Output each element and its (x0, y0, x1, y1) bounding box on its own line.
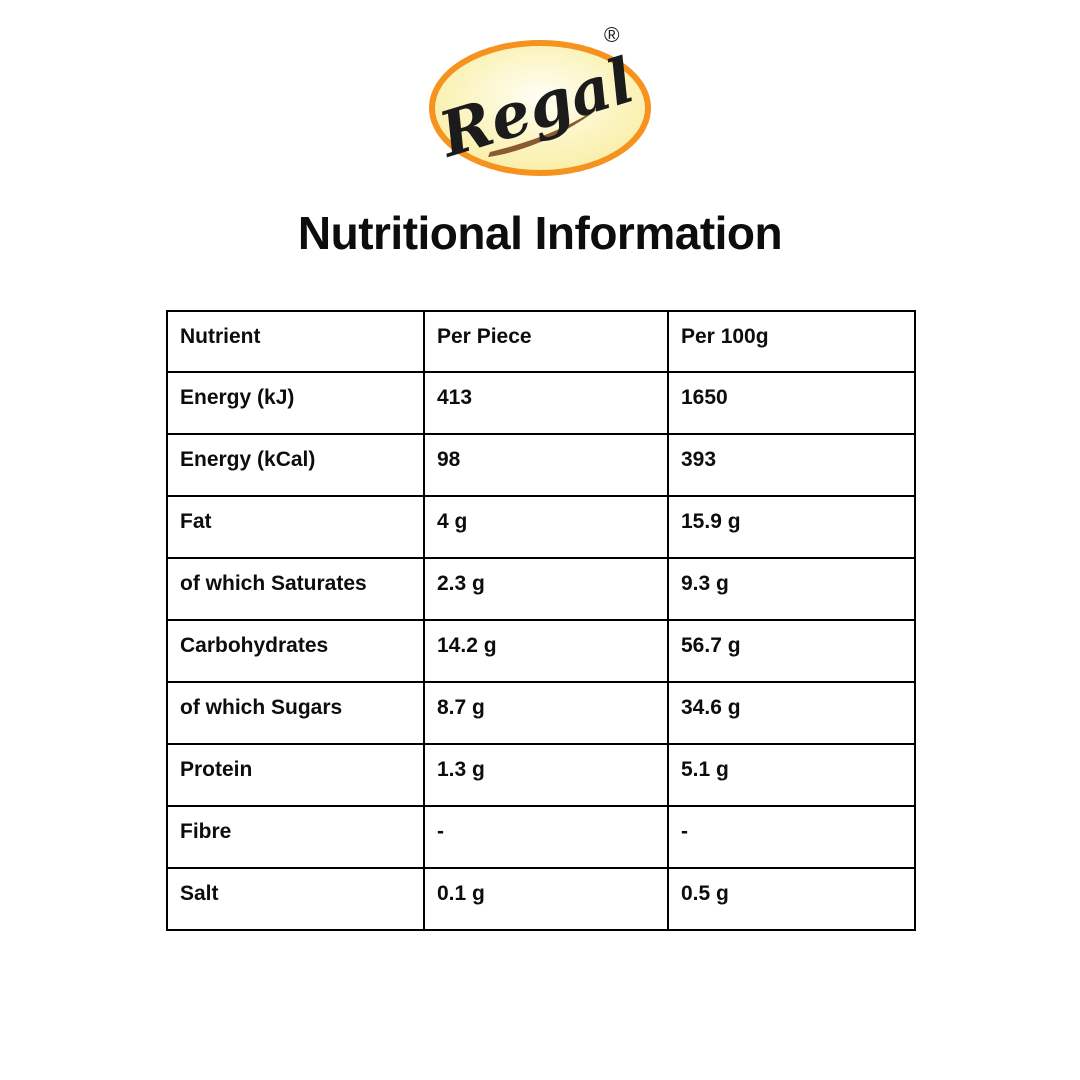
nutrient-name-cell: Protein (166, 743, 425, 807)
nutrient-name-cell: Energy (kCal) (166, 433, 425, 497)
header-nutrient: Nutrient (166, 310, 425, 373)
nutrient-name-cell: of which Saturates (166, 557, 425, 621)
per-100g-cell: 393 (667, 433, 916, 497)
per-100g-cell: 0.5 g (667, 867, 916, 931)
page-title: Nutritional Information (297, 207, 783, 259)
registered-trademark-icon: ® (604, 24, 620, 47)
per-piece-cell: 0.1 g (423, 867, 669, 931)
per-piece-cell: 1.3 g (423, 743, 669, 807)
header-per-100g: Per 100g (667, 310, 916, 373)
logo-oval (429, 40, 651, 176)
nutrient-name-cell: Carbohydrates (166, 619, 425, 683)
per-piece-cell: 14.2 g (423, 619, 669, 683)
table-row: Energy (kCal) 98 393 (166, 433, 916, 497)
per-piece-cell: 4 g (423, 495, 669, 559)
per-100g-cell: 5.1 g (667, 743, 916, 807)
per-100g-cell: 56.7 g (667, 619, 916, 683)
logo-swoosh-icon (488, 102, 606, 157)
nutrient-name-cell: of which Sugars (166, 681, 425, 745)
per-100g-cell: 9.3 g (667, 557, 916, 621)
per-100g-cell: 34.6 g (667, 681, 916, 745)
nutrient-name-cell: Fat (166, 495, 425, 559)
table-row: Energy (kJ) 413 1650 (166, 371, 916, 435)
per-piece-cell: 8.7 g (423, 681, 669, 745)
header-per-piece: Per Piece (423, 310, 669, 373)
nutrient-name-cell: Salt (166, 867, 425, 931)
nutrient-name-cell: Fibre (166, 805, 425, 869)
per-100g-cell: 1650 (667, 371, 916, 435)
table-row: Fibre - - (166, 805, 916, 869)
per-100g-cell: - (667, 805, 916, 869)
per-piece-cell: 413 (423, 371, 669, 435)
regal-logo: Regal ® (429, 24, 651, 176)
table-row: Carbohydrates 14.2 g 56.7 g (166, 619, 916, 683)
nutrient-name-cell: Energy (kJ) (166, 371, 425, 435)
table-row: Fat 4 g 15.9 g (166, 495, 916, 559)
table-row: Protein 1.3 g 5.1 g (166, 743, 916, 807)
per-100g-cell: 15.9 g (667, 495, 916, 559)
table-row: Salt 0.1 g 0.5 g (166, 867, 916, 931)
per-piece-cell: 98 (423, 433, 669, 497)
table-row: of which Sugars 8.7 g 34.6 g (166, 681, 916, 745)
per-piece-cell: - (423, 805, 669, 869)
table-header-row: Nutrient Per Piece Per 100g (166, 310, 916, 373)
nutrition-table: Nutrient Per Piece Per 100g Energy (kJ) … (166, 310, 916, 931)
table-row: of which Saturates 2.3 g 9.3 g (166, 557, 916, 621)
per-piece-cell: 2.3 g (423, 557, 669, 621)
